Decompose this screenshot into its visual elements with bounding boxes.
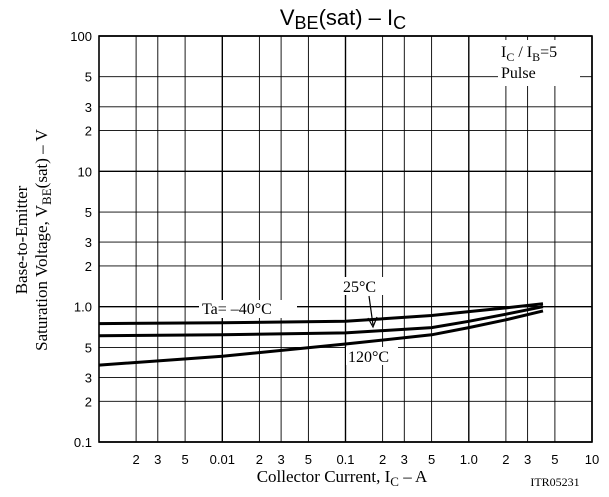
x-tick-label-6: 5 [305,452,312,467]
y-tick-label-4: 1.0 [74,300,92,315]
plot-border [98,35,593,443]
x-tick-label-15: 10 [585,452,599,467]
x-tick-label-3: 0.01 [210,452,235,467]
doc-code: ITR05231 [530,475,579,489]
y-tick-label-5: 2 [85,259,92,274]
label-arrow-line [368,295,374,326]
x-tick-label-10: 5 [428,452,435,467]
y-tick-label-12: 100 [70,29,92,44]
y-tick-label-6: 3 [85,235,92,250]
series-line-1 [98,305,544,338]
y-tick-label-0: 0.1 [74,435,92,450]
condition-line1: IC / IB=5 [501,44,557,64]
x-tick-label-7: 0.1 [336,452,354,467]
y-axis-label-line1: Base-to-Emitter [12,185,31,294]
series-line-0 [98,302,544,326]
x-tick-label-9: 3 [401,452,408,467]
x-tick-label-0: 2 [132,452,139,467]
y-tick-label-7: 5 [85,205,92,220]
x-tick-label-2: 5 [181,452,188,467]
x-tick-label-5: 3 [277,452,284,467]
series-label-minus40: Ta= –40°C [202,301,272,318]
x-tick-label-13: 3 [524,452,531,467]
y-tick-label-9: 2 [85,124,92,139]
series-label-25: 25°C [343,279,376,296]
condition-line2: Pulse [501,65,536,82]
y-tick-label-10: 3 [85,100,92,115]
label-arrow-head [367,316,378,329]
y-tick-label-1: 2 [85,394,92,409]
grid [99,35,593,443]
y-tick-label-3: 5 [85,340,92,355]
x-axis-label: Collector Current, IC – A [257,467,428,489]
x-tick-label-11: 1.0 [460,452,478,467]
x-tick-label-8: 2 [379,452,386,467]
x-tick-label-4: 2 [256,452,263,467]
series-line-2 [98,309,544,367]
y-tick-label-11: 5 [85,70,92,85]
plot-frame [98,35,593,443]
x-tick-label-14: 5 [551,452,558,467]
x-tick-labels: 2 3 5 0.01 2 3 5 0.1 2 3 5 1.0 2 3 5 10 [132,452,599,467]
series-label-120: 120°C [348,349,389,366]
y-tick-labels: 0.1 2 3 5 1.0 2 3 5 10 2 3 5 100 [70,29,92,450]
y-tick-label-8: 10 [78,164,92,179]
series-layer [98,302,544,367]
x-tick-label-12: 2 [502,452,509,467]
chart-title: VBE(sat) – IC [280,5,406,33]
y-axis-label-line2: Saturation Voltage, VBE(sat) – V [32,128,54,350]
y-tick-label-2: 3 [85,370,92,385]
x-tick-label-1: 3 [154,452,161,467]
